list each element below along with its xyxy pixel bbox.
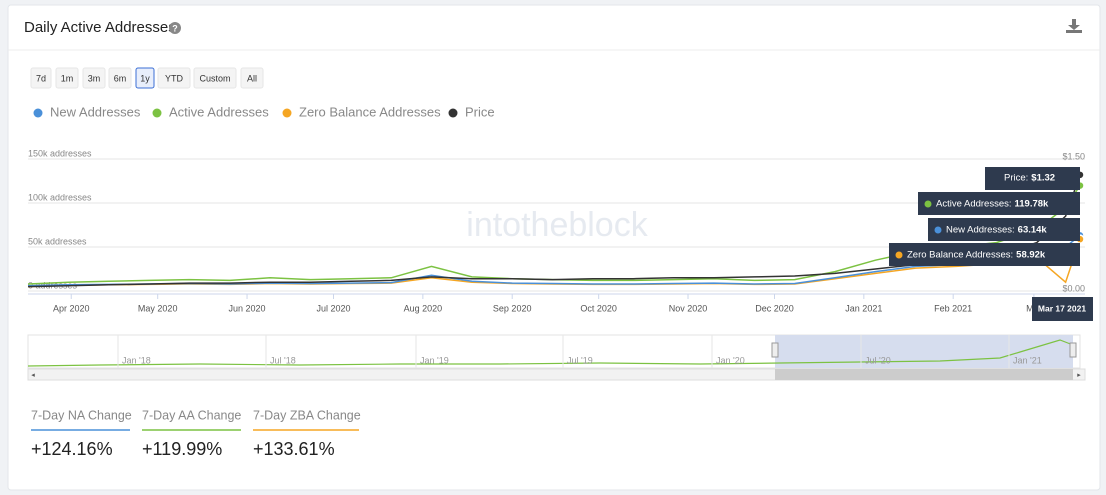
range-button-label[interactable]: 1y bbox=[140, 73, 150, 83]
range-button-label[interactable]: Custom bbox=[199, 73, 230, 83]
legend-label[interactable]: Active Addresses bbox=[169, 104, 269, 119]
tooltip-box bbox=[889, 243, 1080, 266]
range-button-label[interactable]: All bbox=[247, 73, 257, 83]
download-arrow bbox=[1068, 25, 1080, 30]
navigator-handle-right[interactable] bbox=[1069, 342, 1077, 358]
legend-dot bbox=[448, 108, 458, 118]
stat-label: 7-Day ZBA Change bbox=[253, 408, 361, 422]
x-tick-label: Oct 2020 bbox=[580, 303, 617, 313]
x-tick-label: Nov 2020 bbox=[669, 303, 708, 313]
legend-label[interactable]: New Addresses bbox=[50, 104, 141, 119]
navigator-label: Jan '18 bbox=[122, 355, 151, 365]
stat-value: +119.99% bbox=[142, 439, 222, 459]
stat-label: 7-Day NA Change bbox=[31, 408, 132, 422]
x-tick-label: Jul 2020 bbox=[316, 303, 350, 313]
tooltip-label: New Addresses: bbox=[946, 225, 1015, 236]
legend-label[interactable]: Price bbox=[465, 104, 495, 119]
legend-dot bbox=[152, 108, 162, 118]
help-icon-glyph: ? bbox=[172, 23, 178, 33]
navigator-label: Jan '21 bbox=[1013, 355, 1042, 365]
tooltip-dot bbox=[895, 251, 903, 259]
x-tick-label: Sep 2020 bbox=[493, 303, 532, 313]
x-tick-label: Aug 2020 bbox=[404, 303, 443, 313]
range-button[interactable] bbox=[108, 67, 132, 89]
tooltip-box bbox=[985, 167, 1080, 190]
tooltip-label: Zero Balance Addresses: bbox=[907, 250, 1013, 261]
legend-dot bbox=[33, 108, 43, 118]
tooltip-value: 63.14k bbox=[1018, 225, 1048, 236]
navigator-handle-left[interactable] bbox=[771, 342, 779, 358]
tooltip-dot bbox=[924, 200, 932, 208]
tooltip-dot bbox=[934, 226, 942, 234]
range-button[interactable] bbox=[82, 67, 106, 89]
scrollbar-track bbox=[27, 368, 1086, 381]
tooltip-value: 119.78k bbox=[1015, 199, 1050, 210]
tooltip-value: $1.32 bbox=[1031, 173, 1055, 184]
range-button[interactable] bbox=[240, 67, 264, 89]
x-tick-label: Apr 2020 bbox=[53, 303, 90, 313]
range-button[interactable] bbox=[30, 67, 52, 89]
tooltip-label: Price: bbox=[1004, 173, 1028, 184]
tooltip-label: Active Addresses: bbox=[936, 199, 1012, 210]
y-tick-label: 100k addresses bbox=[28, 192, 92, 202]
range-button-label[interactable]: YTD bbox=[165, 73, 184, 83]
legend-label[interactable]: Zero Balance Addresses bbox=[299, 104, 441, 119]
navigator-line bbox=[27, 339, 1074, 367]
download-icon[interactable] bbox=[1066, 19, 1082, 33]
navigator-label: Jul '18 bbox=[270, 355, 296, 365]
y2-tick-label: $1.50 bbox=[1062, 151, 1085, 161]
legend-dot bbox=[282, 108, 292, 118]
download-base bbox=[1066, 30, 1082, 33]
navigator-label: Jan '20 bbox=[716, 355, 745, 365]
y-tick-label: 150k addresses bbox=[28, 148, 92, 158]
help-icon[interactable] bbox=[169, 22, 181, 34]
scroll-right[interactable]: ▸ bbox=[1077, 372, 1081, 379]
widget-title: Daily Active Addresses bbox=[24, 19, 176, 36]
range-button-label[interactable]: 3m bbox=[88, 73, 101, 83]
range-button[interactable] bbox=[55, 67, 79, 89]
navigator-label: Jul '19 bbox=[567, 355, 593, 365]
download-stem bbox=[1072, 19, 1076, 26]
x-tick-label: Dec 2020 bbox=[755, 303, 794, 313]
watermark: intotheblock bbox=[466, 206, 648, 244]
x-tick-label: Jun 2020 bbox=[229, 303, 266, 313]
tooltip-box bbox=[928, 218, 1080, 241]
y2-tick-label: $0.00 bbox=[1062, 283, 1085, 293]
tooltip-date: Mar 17 2021 bbox=[1038, 303, 1086, 313]
scroll-left[interactable]: ◂ bbox=[31, 372, 35, 379]
stat-value: +124.16% bbox=[31, 439, 113, 459]
range-button-label[interactable]: 6m bbox=[114, 73, 127, 83]
stat-label: 7-Day AA Change bbox=[142, 408, 241, 422]
tooltip: Price: $1.32 Active Addresses: 119.78k New A… bbox=[889, 167, 1093, 321]
x-tick-label: May 2020 bbox=[138, 303, 178, 313]
y-tick-label: 50k addresses bbox=[28, 236, 87, 246]
tooltip-date-box bbox=[1032, 297, 1093, 321]
tooltip-box bbox=[918, 192, 1080, 215]
navigator-label: Jan '19 bbox=[420, 355, 449, 365]
range-button[interactable] bbox=[135, 67, 155, 89]
navigator-label: Jul '20 bbox=[865, 355, 891, 365]
range-button[interactable] bbox=[157, 67, 191, 89]
x-tick-label: Feb 2021 bbox=[934, 303, 972, 313]
tooltip-value: 58.92k bbox=[1016, 250, 1046, 261]
stat-value: +133.61% bbox=[253, 439, 335, 459]
range-button-label[interactable]: 1m bbox=[61, 73, 74, 83]
scrollbar-thumb[interactable] bbox=[775, 369, 1073, 380]
x-tick-label: Jan 2021 bbox=[845, 303, 882, 313]
range-button-label[interactable]: 7d bbox=[36, 73, 46, 83]
range-button[interactable] bbox=[193, 67, 237, 89]
